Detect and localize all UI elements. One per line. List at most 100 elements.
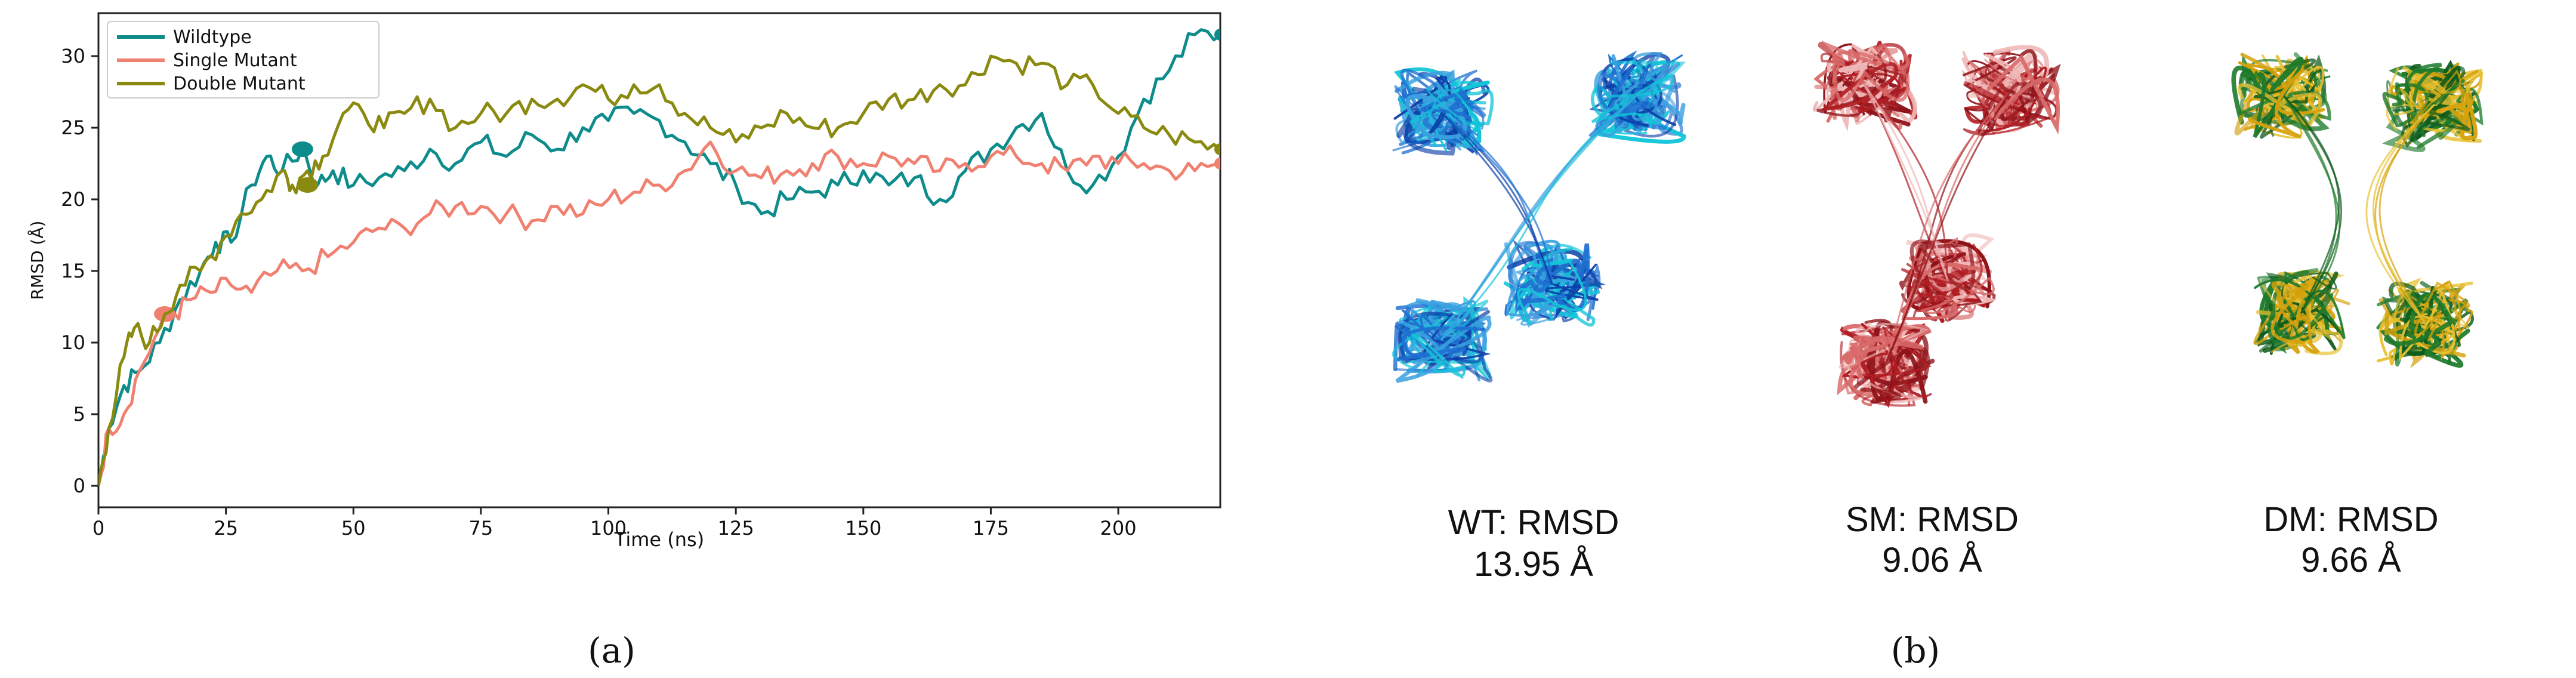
ribbon-strand — [2404, 69, 2461, 140]
series-end-point — [1214, 143, 1220, 155]
ribbon-strand — [1819, 62, 1908, 113]
x-tick-label: 50 — [341, 517, 366, 540]
linker-strand — [1863, 83, 1949, 281]
ribbon-strand — [1859, 326, 1932, 398]
x-axis-label: Time (ns) — [614, 528, 704, 551]
ribbon-strand — [1909, 239, 1976, 293]
linker-strand — [2378, 103, 2436, 322]
ribbon-strand — [1514, 257, 1566, 304]
wt-rmsd-label: WT: RMSD — [1448, 503, 1619, 542]
series-line-wildtype — [98, 28, 1220, 486]
linker-strand — [2365, 103, 2436, 322]
y-tick-label: 0 — [73, 474, 85, 497]
x-tick-label: 75 — [469, 517, 493, 540]
legend: Wildtype Single Mutant Double Mutant — [107, 21, 380, 98]
ribbon-strand — [1963, 56, 2058, 121]
ribbon-strand — [1526, 239, 1561, 312]
x-tick-label: 25 — [214, 517, 238, 540]
series-end-point — [1214, 158, 1220, 170]
ribbon-strand — [2248, 67, 2325, 139]
y-axis-ticks: 0 5 10 15 20 25 30 — [61, 45, 98, 497]
ribbon-strand — [1409, 88, 1482, 135]
ribbon-strand — [2381, 82, 2459, 152]
x-tick-label: 150 — [845, 517, 881, 540]
sm-rmsd-label: SM: RMSD — [1846, 500, 2019, 539]
linker-strand — [1440, 94, 1638, 341]
ribbon-strand — [1816, 54, 1887, 117]
x-tick-label: 200 — [1100, 517, 1137, 540]
legend-label-single-mutant: Single Mutant — [173, 50, 297, 71]
ribbon-strand — [2253, 57, 2304, 138]
ribbon-strand — [1986, 54, 2060, 135]
ribbon-strand — [1405, 84, 1467, 140]
legend-box — [107, 21, 380, 98]
linker-strand — [1884, 91, 2011, 364]
linker-strand — [1863, 83, 1949, 281]
double-mutant-structure-image — [2231, 52, 2484, 369]
linker-strand — [2283, 95, 2343, 314]
single-mutant-structure-image — [1812, 40, 2061, 408]
ribbon-strand — [1848, 335, 1924, 397]
x-tick-label: 125 — [718, 517, 754, 540]
ribbon-strand — [1412, 334, 1466, 379]
ribbon-strand — [1821, 40, 1910, 120]
rmsd-line-chart: 0 25 50 75 100 125 150 175 200 0 5 10 15 20 25 30 Time… — [27, 12, 1221, 551]
series-line-single-mutant — [98, 140, 1220, 486]
ribbon-strand — [2395, 63, 2442, 137]
ribbon-strand — [1518, 243, 1590, 312]
ribbon-strand — [1850, 346, 1930, 404]
x-tick-label: 175 — [973, 517, 1009, 540]
linker-strand — [1863, 83, 1949, 281]
linker-strand — [1440, 112, 1553, 285]
plot-area-frame — [97, 12, 1221, 509]
sm-rmsd-value: 9.06 Å — [1882, 541, 1982, 580]
protein-structures-panel: WT: RMSD 13.95 Å SM: RMSD 9.06 Å DM: RMS… — [1392, 40, 2484, 584]
wildtype-structure-image — [1392, 50, 1686, 383]
panel-label-a: (a) — [588, 630, 635, 671]
y-axis-label: RMSD (Å) — [27, 221, 47, 300]
y-tick-label: 25 — [61, 116, 85, 139]
linker-strand — [1884, 91, 2011, 364]
ribbon-strand — [2414, 281, 2470, 342]
y-tick-label: 10 — [61, 331, 85, 354]
ribbon-strand — [1517, 258, 1587, 316]
linker-strand — [1884, 91, 2011, 364]
x-axis-ticks: 0 25 50 75 100 125 150 175 200 — [92, 507, 1137, 540]
y-tick-label: 15 — [61, 260, 85, 282]
panel-label-b: (b) — [1891, 630, 1940, 671]
series-line-double-mutant — [98, 54, 1220, 486]
ribbon-strand — [2392, 71, 2471, 148]
y-tick-label: 30 — [61, 45, 85, 67]
ribbon-strand — [1977, 72, 2035, 137]
ribbon-strand — [2254, 279, 2346, 340]
ribbon-strand — [1968, 60, 2041, 112]
series-marker-double-mutant — [297, 177, 319, 193]
ribbon-strand — [1901, 263, 1980, 320]
y-tick-label: 20 — [61, 188, 85, 211]
ribbon-strand — [1832, 50, 1910, 102]
dm-rmsd-value: 9.66 Å — [2301, 541, 2401, 580]
ribbon-strand — [1901, 244, 1983, 299]
linker-strand — [2283, 95, 2340, 314]
ribbon-strand — [1396, 326, 1486, 362]
ribbon-strand — [2403, 290, 2458, 326]
series-end-point — [1214, 29, 1220, 41]
linker-strand — [1440, 94, 1638, 341]
legend-label-wildtype: Wildtype — [173, 27, 252, 48]
linker-strand — [1440, 112, 1553, 285]
linker-strand — [2372, 103, 2436, 322]
ribbon-strand — [1828, 60, 1901, 108]
ribbon-strand — [1591, 73, 1674, 128]
wt-rmsd-value: 13.95 Å — [1474, 545, 1593, 584]
x-tick-label: 0 — [92, 517, 104, 540]
series-layer — [98, 28, 1220, 486]
series-marker-wildtype — [291, 141, 313, 157]
ribbon-strand — [1920, 275, 1995, 315]
linker-strand — [1440, 112, 1553, 285]
x-tick-label: 100 — [590, 517, 627, 540]
legend-label-double-mutant: Double Mutant — [173, 73, 306, 94]
ribbon-strand — [2270, 285, 2313, 344]
y-tick-label: 5 — [73, 403, 85, 426]
ribbon-strand — [1420, 91, 1473, 123]
